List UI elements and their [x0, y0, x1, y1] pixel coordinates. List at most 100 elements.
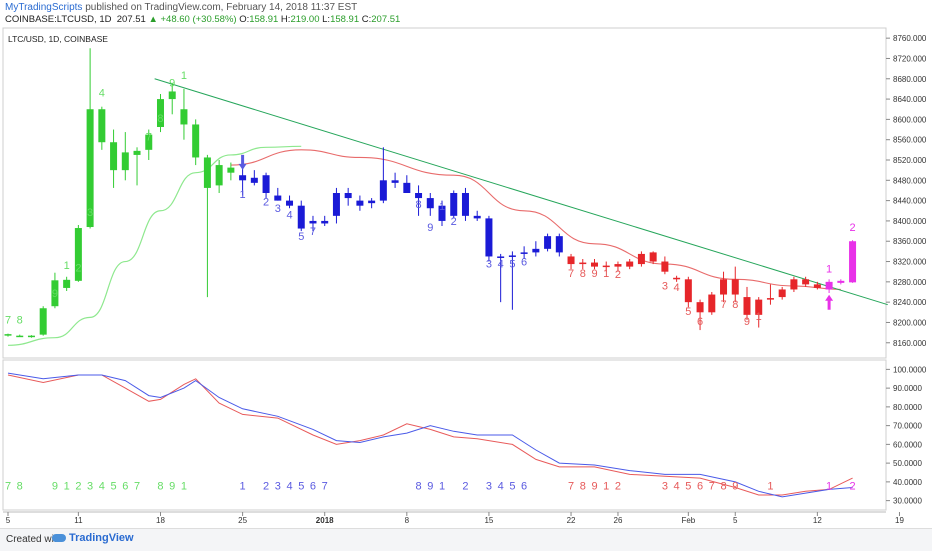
indicator-count-label: 7	[322, 480, 328, 492]
indicator-count-label: 4	[498, 480, 504, 492]
indicator-count-label: 2	[462, 480, 468, 492]
y-tick-label: 8760.000	[893, 34, 927, 43]
x-tick-label: 15	[484, 516, 493, 525]
sequence-count-label: 6	[697, 316, 703, 328]
ind-tick-label: 100.0000	[893, 365, 927, 374]
candle-body	[403, 182, 411, 193]
candle-body	[790, 279, 798, 290]
candle-body	[731, 279, 739, 295]
main-pane-frame	[2, 27, 887, 359]
ind-tick-label: 80.0000	[893, 403, 922, 412]
sequence-count-label: 7	[146, 132, 152, 144]
x-tick-label: 22	[567, 516, 576, 525]
candle-body	[461, 193, 469, 216]
candle-body	[309, 220, 317, 224]
candle-body	[720, 279, 728, 295]
sequence-count-label: 8	[732, 299, 738, 311]
indicator-count-label: 7	[5, 480, 11, 492]
candle-body	[215, 165, 223, 186]
x-tick-label: 5	[733, 516, 738, 525]
indicator-count-label: 8	[415, 480, 421, 492]
indicator-count-label: 2	[263, 480, 269, 492]
y-tick-label: 8160.000	[893, 339, 927, 348]
x-tick-label: 26	[614, 516, 623, 525]
candle-body	[591, 262, 598, 267]
sequence-count-label: 2	[75, 263, 81, 275]
candle-body	[825, 281, 833, 290]
sequence-count-label: 1	[756, 311, 762, 323]
last-price: 207.51	[116, 14, 146, 25]
candle-body	[203, 157, 211, 188]
sequence-count-label: 4	[498, 259, 504, 271]
candle-body	[51, 280, 59, 307]
candle-body	[778, 289, 786, 298]
indicator-count-label: 3	[275, 480, 281, 492]
sequence-count-label: 8	[580, 268, 586, 280]
oscillator-red-line	[7, 374, 853, 496]
indicator-count-label: 9	[732, 480, 738, 492]
candle-body	[626, 261, 634, 267]
sequence-count-label: 5	[509, 259, 515, 271]
indicator-count-label: 5	[685, 480, 691, 492]
candle-body	[508, 255, 516, 257]
footer-bar: Created with TradingView	[0, 528, 932, 551]
up-arrow-icon	[825, 294, 834, 310]
x-tick-label: 18	[156, 516, 165, 525]
indicator-count-label: 1	[181, 480, 187, 492]
indicator-count-label: 6	[521, 480, 527, 492]
sequence-count-label: 3	[87, 207, 93, 219]
x-tick-label: 19	[895, 516, 904, 525]
candle-body	[250, 177, 258, 183]
ind-tick-label: 90.0000	[893, 384, 922, 393]
candle-body	[227, 167, 235, 173]
candle-body	[438, 205, 446, 221]
candle-body	[415, 193, 423, 199]
candle-body	[673, 277, 681, 280]
sequence-count-label: 9	[52, 288, 58, 300]
x-tick-label: 11	[74, 516, 83, 525]
tradingview-logo[interactable]: TradingView	[52, 532, 134, 544]
indicator-count-label: 1	[826, 480, 832, 492]
indicator-count-label: 2	[849, 480, 855, 492]
candle-body	[743, 297, 751, 315]
indicator-count-label: 1	[603, 480, 609, 492]
x-tick-label: Feb	[681, 516, 695, 525]
indicator-count-label: 4	[674, 480, 680, 492]
sequence-count-label: 3	[662, 280, 668, 292]
indicator-count-label: 1	[240, 480, 246, 492]
sequence-count-label: 7	[720, 299, 726, 311]
author-link[interactable]: MyTradingScripts	[5, 2, 83, 13]
candle-body	[602, 265, 610, 268]
down-arrow-icon	[238, 154, 247, 170]
candle-body	[649, 252, 657, 262]
candle-body	[74, 228, 82, 281]
publish-info: published on TradingView.com, February 1…	[85, 2, 358, 13]
sequence-count-label: 4	[286, 209, 292, 221]
sequence-count-label: 1	[826, 264, 832, 276]
symbol-name: COINBASE:LTCUSD, 1D	[5, 14, 112, 25]
candle-body	[156, 99, 164, 127]
indicator-count-label: 3	[87, 480, 93, 492]
ind-tick-label: 60.0000	[893, 440, 922, 449]
sequence-count-label: 8	[415, 199, 421, 211]
sequence-count-label: 7	[310, 226, 316, 238]
up-triangle-icon: ▲	[148, 14, 158, 25]
x-tick-label: 12	[813, 516, 822, 525]
candle-body	[555, 236, 563, 253]
y-tick-label: 8680.000	[893, 75, 927, 84]
indicator-count-label: 5	[111, 480, 117, 492]
candle-body	[426, 198, 434, 209]
sequence-count-label: 1	[439, 201, 445, 213]
x-tick-label: 2018	[316, 516, 334, 525]
indicator-count-label: 9	[427, 480, 433, 492]
indicator-count-label: 1	[439, 480, 445, 492]
price-chart[interactable]: LTC/USD, 1D, COINBASE 8760.0008720.000868…	[0, 0, 932, 528]
indicator-count-label: 9	[591, 480, 597, 492]
sequence-count-label: 6	[521, 257, 527, 269]
candle-body	[497, 256, 505, 258]
y-tick-label: 8480.000	[893, 176, 927, 185]
created-with-label: Created with	[6, 534, 63, 545]
indicator-count-label: 7	[709, 480, 715, 492]
indicator-count-label: 5	[298, 480, 304, 492]
candle-body	[837, 280, 845, 283]
